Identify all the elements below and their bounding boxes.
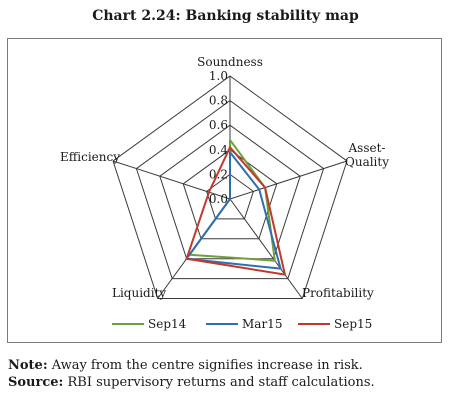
source-text: RBI supervisory returns and staff calcul… (63, 375, 375, 390)
axis-spoke (112, 160, 231, 200)
tick-label: 0.4 (209, 143, 228, 157)
axis-spoke (229, 160, 348, 200)
series-line-mar15 (185, 151, 282, 270)
axis-labels: Soundness Asset-Quality Profitability Liqui… (60, 55, 389, 300)
series-lines (185, 138, 286, 276)
grid-ring (182, 149, 278, 240)
axis-label: Asset-Quality (345, 141, 389, 169)
grid-ring (135, 99, 325, 280)
source-line: Source: RBI supervisory returns and staf… (8, 374, 375, 391)
source-label: Source: (8, 375, 64, 390)
legend: Sep14 Mar15 Sep15 (112, 317, 372, 331)
chart-frame (7, 38, 442, 343)
radial-tick-labels: 0.0 0.2 0.4 0.6 0.8 1.0 (209, 69, 228, 206)
note-text: Away from the centre signifies increase … (47, 358, 363, 373)
tick-label: 0.6 (209, 118, 228, 132)
tick-label: 0.8 (209, 94, 228, 108)
series-line-sep15 (185, 146, 286, 276)
legend-label: Sep15 (334, 317, 372, 331)
grid-ring (112, 75, 348, 300)
grid-ring (159, 124, 301, 260)
tick-label: 0.0 (209, 192, 228, 206)
note-label: Note: (8, 358, 48, 373)
tick-label: 0.2 (209, 167, 228, 181)
axis-label: Liquidity (112, 286, 166, 300)
note-line: Note: Away from the centre signifies inc… (8, 357, 375, 374)
chart-notes: Note: Away from the centre signifies inc… (8, 357, 375, 391)
chart-title: Chart 2.24: Banking stability map (92, 8, 359, 24)
axis-label: Profitability (302, 286, 374, 300)
axis-label: Efficiency (60, 150, 120, 164)
legend-label: Sep14 (148, 317, 187, 331)
legend-label: Mar15 (242, 317, 282, 331)
axis-label: Soundness (197, 55, 263, 69)
axis-spoke (229, 198, 303, 299)
tick-label: 1.0 (209, 69, 228, 83)
